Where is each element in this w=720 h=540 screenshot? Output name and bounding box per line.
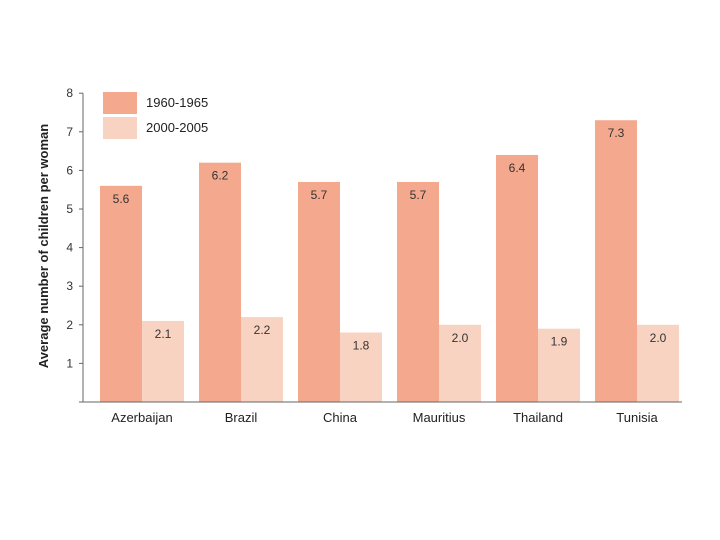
bar-value-label: 2.1	[155, 327, 172, 341]
y-tick-label: 7	[66, 125, 73, 139]
bar	[496, 154, 538, 402]
bar-value-label: 6.2	[212, 169, 229, 183]
x-tick-label: Brazil	[225, 410, 258, 425]
bar	[142, 320, 184, 402]
x-tick-label: China	[323, 410, 358, 425]
bar	[100, 185, 142, 402]
legend-label: 1960-1965	[146, 95, 208, 110]
bar-value-label: 1.8	[353, 339, 370, 353]
value-labels-layer: 5.6 2.1 6.2 2.2 5.7 1.8 5.7 2.0 6.4 1.9 7.3 2.0	[113, 126, 667, 352]
bar	[595, 120, 637, 402]
legend-swatch	[103, 117, 137, 139]
legend-swatch	[103, 92, 137, 114]
bar	[637, 324, 679, 402]
y-tick-label: 6	[66, 163, 73, 177]
y-tick-label: 1	[66, 356, 73, 370]
legend-label: 2000-2005	[146, 120, 208, 135]
bar	[439, 324, 481, 402]
y-tick-label: 8	[66, 86, 73, 100]
bar-value-label: 6.4	[509, 161, 526, 175]
bars-layer	[100, 120, 679, 402]
bar-value-label: 2.0	[452, 331, 469, 345]
bar-value-label: 2.0	[650, 331, 667, 345]
bar-value-label: 2.2	[254, 323, 271, 337]
bar	[298, 181, 340, 402]
x-tick-labels-layer: Azerbaijan Brazil China Mauritius Thailand Tu…	[111, 410, 658, 425]
x-tick-label: Mauritius	[413, 410, 466, 425]
bar	[538, 328, 580, 402]
bar	[199, 162, 241, 402]
y-tick-label: 2	[66, 318, 73, 332]
bar-value-label: 5.6	[113, 192, 130, 206]
x-tick-label: Azerbaijan	[111, 410, 172, 425]
bar	[241, 317, 283, 402]
bar	[397, 181, 439, 402]
x-tick-label: Thailand	[513, 410, 563, 425]
y-tick-label: 4	[66, 241, 73, 255]
bar-value-label: 7.3	[608, 126, 625, 140]
legend: 1960-1965 2000-2005	[103, 92, 208, 139]
y-ticks-layer: 1 2 3 4 5 6 7 8	[66, 86, 83, 403]
bar-value-label: 1.9	[551, 335, 568, 349]
y-axis-label: Average number of children per woman	[36, 124, 51, 368]
y-tick-label: 5	[66, 202, 73, 216]
bar-value-label: 5.7	[311, 188, 328, 202]
y-tick-label: 3	[66, 279, 73, 293]
x-tick-label: Tunisia	[616, 410, 658, 425]
bar	[340, 332, 382, 402]
bar-value-label: 5.7	[410, 188, 427, 202]
